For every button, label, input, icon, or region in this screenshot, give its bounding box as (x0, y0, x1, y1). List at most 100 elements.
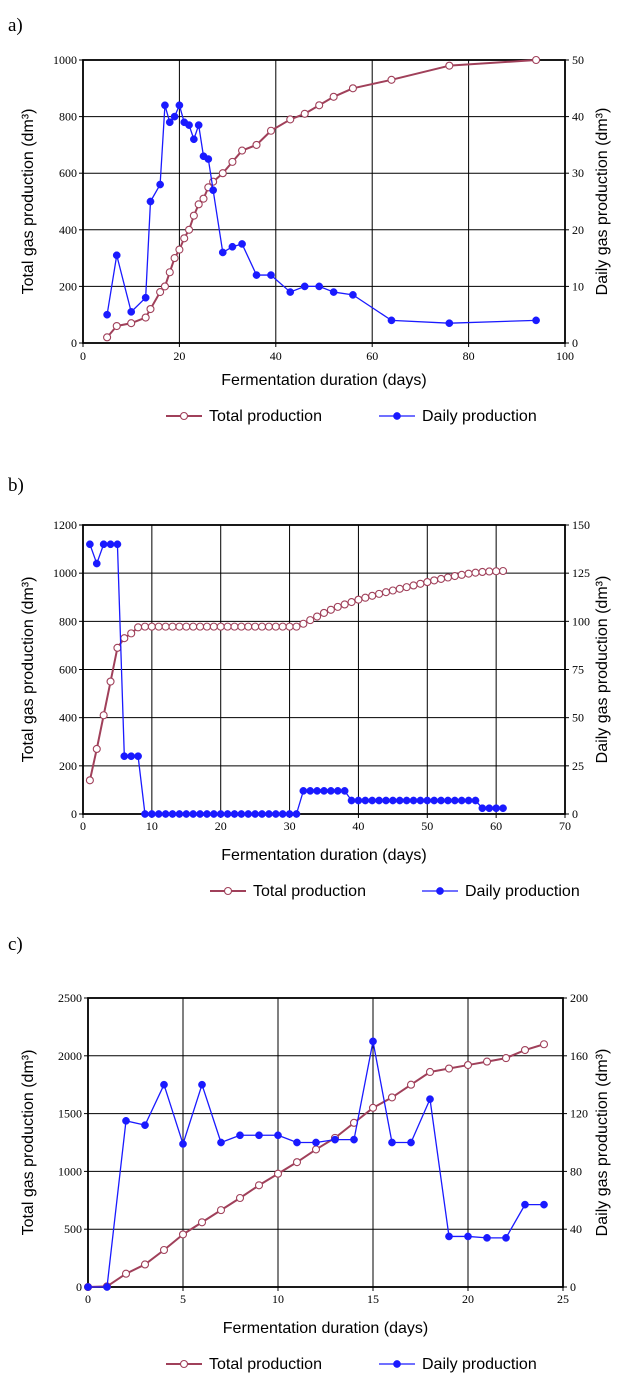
total-production-point (140, 622, 150, 631)
daily-production-point (258, 810, 266, 818)
y-left-tick-label: 0 (71, 807, 77, 821)
total-production-point (443, 573, 452, 582)
total-production-point (444, 1064, 454, 1073)
daily-production-point (395, 796, 404, 805)
total-production-point (361, 593, 370, 602)
daily-production-point (265, 810, 273, 818)
x-tick-label: 5 (180, 1292, 186, 1306)
total-production-point (180, 234, 189, 243)
series-line-daily (106, 104, 537, 324)
total-production-point (170, 254, 179, 263)
daily-production-point (154, 810, 163, 818)
legend-total-label: Total production (209, 408, 322, 425)
daily-production-point (464, 796, 473, 805)
total-production-point (254, 1181, 264, 1190)
total-production-point (251, 622, 260, 631)
panel-label: c) (8, 934, 23, 955)
daily-production-point (223, 810, 232, 818)
daily-production-point (216, 810, 225, 818)
total-production-point (520, 1045, 530, 1055)
daily-production-point (251, 810, 259, 818)
daily-production-point (255, 1131, 263, 1140)
daily-production-point (450, 796, 459, 805)
total-production-point (273, 1169, 283, 1178)
total-production-point (315, 101, 324, 110)
daily-production-point (161, 101, 169, 110)
y-left-tick-label: 2000 (58, 1049, 82, 1063)
x-tick-label: 0 (85, 1292, 91, 1306)
total-production-point (292, 1158, 302, 1167)
daily-production-point (445, 1232, 453, 1241)
total-production-point (252, 140, 261, 149)
daily-production-point (103, 1283, 111, 1291)
total-production-point (457, 570, 466, 579)
x-tick-label: 20 (215, 819, 227, 833)
daily-production-point (141, 293, 150, 302)
daily-production-point (204, 155, 213, 163)
daily-production-point (194, 121, 203, 129)
y-right-tick-label: 40 (570, 1222, 582, 1236)
y-right-tick-label: 50 (572, 711, 584, 725)
total-production-point (347, 598, 356, 607)
total-production-point (423, 578, 432, 587)
daily-production-point (146, 197, 155, 206)
total-production-point (299, 619, 308, 628)
y-right-tick-label: 0 (572, 807, 578, 821)
total-production-point (278, 622, 287, 631)
total-production-point (113, 643, 122, 652)
daily-production-point (196, 810, 204, 818)
daily-production-point (457, 796, 466, 805)
daily-production-point (299, 787, 308, 795)
daily-production-point (198, 1080, 206, 1089)
daily-production-point (209, 186, 217, 195)
total-production-point (147, 622, 156, 631)
total-production-point (354, 595, 363, 604)
y-left-tick-label: 800 (59, 614, 77, 628)
total-production-point (134, 623, 143, 632)
daily-production-point (492, 804, 500, 813)
total-production-point (388, 586, 397, 595)
x-tick-label: 70 (559, 819, 571, 833)
daily-production-point (203, 810, 211, 818)
daily-production-point (238, 240, 246, 248)
total-production-point (340, 600, 349, 609)
total-production-point (196, 622, 205, 631)
y-right-tick-label: 125 (572, 566, 590, 580)
total-production-point (387, 75, 396, 84)
legend-total-marker (179, 1359, 189, 1369)
total-production-point (197, 1218, 207, 1227)
x-tick-label: 10 (272, 1292, 284, 1306)
total-production-point (230, 622, 239, 631)
daily-production-point (120, 752, 129, 761)
daily-production-point (387, 316, 396, 325)
legend-total-marker (223, 886, 233, 896)
total-production-point (182, 622, 191, 631)
x-tick-label: 20 (173, 349, 185, 363)
total-production-point (103, 333, 112, 342)
total-production-point (402, 583, 411, 592)
daily-production-point (402, 796, 411, 805)
total-production-point (463, 1060, 473, 1070)
y-right-tick-label: 30 (572, 166, 584, 180)
total-production-point (485, 567, 494, 576)
daily-production-point (430, 796, 439, 805)
total-production-point (127, 319, 136, 328)
daily-production-point (437, 796, 445, 805)
chart-panel-1: b)0 10 20 30 40 50 60 7002004006008001000120002… (8, 475, 611, 900)
total-production-point (209, 177, 218, 186)
total-production-point (381, 588, 391, 597)
y-left-tick-label: 1000 (58, 1164, 82, 1178)
y-right-tick-label: 80 (570, 1164, 582, 1178)
x-tick-label: 0 (80, 349, 86, 363)
x-tick-label: 60 (366, 349, 378, 363)
total-production-point (539, 1040, 549, 1049)
total-production-point (178, 1230, 188, 1239)
daily-production-point (502, 1234, 510, 1242)
legend-daily-label: Daily production (422, 1356, 537, 1373)
daily-production-point (271, 810, 280, 818)
daily-production-point (349, 291, 357, 299)
daily-production-point (382, 796, 390, 805)
x-axis-title: Fermentation duration (days) (221, 847, 426, 864)
total-production-point (319, 608, 329, 617)
daily-production-point (267, 271, 275, 279)
